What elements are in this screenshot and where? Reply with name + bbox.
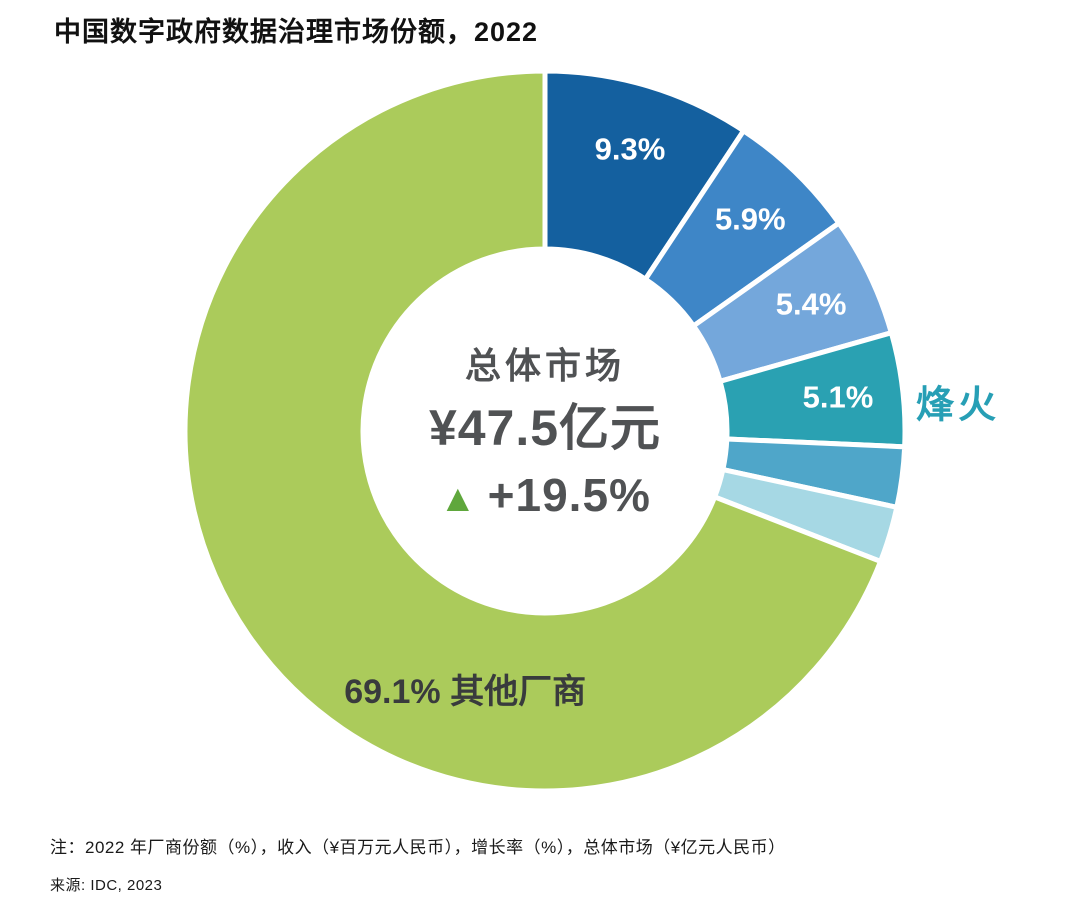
footnote: 注：2022 年厂商份额（%），收入（¥百万元人民币），增长率（%），总体市场（… — [50, 838, 786, 857]
slice-label: 5.9% — [714, 201, 786, 237]
up-triangle-icon: ▲ — [439, 478, 478, 520]
growth-line: ▲ +19.5% — [335, 466, 755, 528]
slice-label: 69.1% 其他厂商 — [344, 673, 587, 712]
donut-center-label: 总体市场 ¥47.5亿元 ▲ +19.5% — [335, 344, 755, 528]
slice-label: 9.3% — [594, 131, 666, 166]
donut-slice — [182, 68, 884, 794]
vendor-callout-fenghuo: 烽火 — [915, 384, 1001, 427]
slice-label: 5.4% — [775, 286, 847, 322]
total-market-label: 总体市场 — [464, 345, 625, 386]
growth-value: +19.5% — [487, 469, 651, 521]
slice-label: 5.1% — [802, 379, 874, 415]
total-market-value: ¥47.5亿元 — [428, 400, 662, 456]
chart-title: 中国数字政府数据治理市场份额，2022 — [54, 17, 539, 47]
source-note: 来源: IDC, 2023 — [50, 877, 163, 894]
